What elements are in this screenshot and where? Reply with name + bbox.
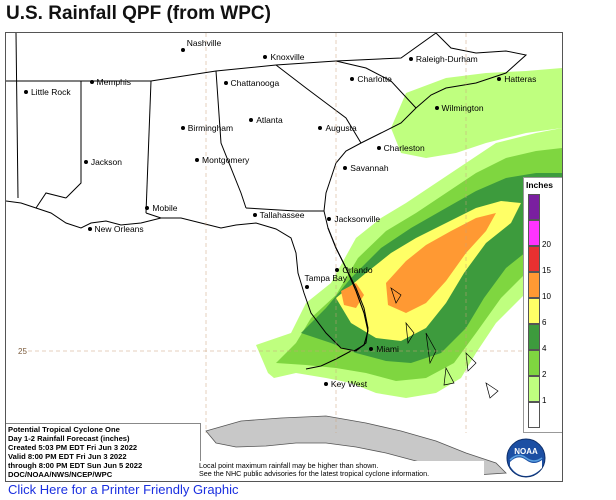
legend-tick-label: 1 (542, 396, 547, 405)
city-marker (223, 81, 228, 86)
info-line: Day 1-2 Rainfall Forecast (inches) (8, 434, 130, 443)
city-marker (180, 125, 185, 130)
city-marker (89, 79, 94, 84)
legend-swatch-none (528, 402, 540, 428)
city-label: Raleigh-Durham (415, 53, 478, 64)
legend-tick-label: 6 (542, 318, 547, 327)
city-label: Chattanooga (230, 78, 280, 89)
latitude-label: 25 (18, 347, 27, 356)
legend-swatch (528, 220, 540, 246)
city-marker (335, 267, 340, 272)
city-marker (434, 105, 439, 110)
legend-title: Inches (526, 180, 553, 190)
note-box: Local point maximum rainfall may be high… (196, 461, 484, 481)
city-marker (263, 55, 268, 60)
city-label: Jackson (90, 157, 123, 168)
rainfall-map: Nashville Knoxville Raleigh-Durham Little R… (5, 32, 563, 482)
city-label: Birmingham (187, 122, 234, 133)
city-marker (145, 205, 150, 210)
legend-tick-label: 2 (542, 370, 547, 379)
city-marker (408, 56, 413, 61)
info-line: through 8:00 PM EDT Sun Jun 5 2022 (8, 461, 143, 470)
city-label: Nashville (186, 38, 222, 49)
city-marker (376, 146, 381, 151)
florida-outline (327, 227, 369, 352)
city-label: Charleston (383, 143, 425, 154)
legend-tick-label: 4 (542, 344, 547, 353)
city-label: Hatteras (504, 73, 537, 84)
legend-tick-label: 20 (542, 240, 551, 249)
city-marker (23, 89, 28, 94)
city-label: New Orleans (94, 224, 144, 235)
city-label: Wilmington (441, 102, 484, 113)
city-label: Miami (376, 344, 399, 355)
rain-contour-1in (391, 68, 562, 158)
city-label: Tampa Bay (304, 272, 348, 283)
florida-keys (305, 350, 352, 370)
legend-swatch (528, 324, 540, 350)
legend-swatch (528, 194, 540, 220)
city-label: Jacksonville (334, 213, 381, 224)
city-marker (249, 118, 254, 123)
city-marker (180, 48, 185, 53)
longitude-lines (205, 33, 467, 433)
page-title: U.S. Rainfall QPF (from WPC) (6, 3, 271, 24)
city-marker (83, 160, 88, 165)
printer-friendly-link[interactable]: Click Here for a Printer Friendly Graphi… (8, 482, 239, 497)
note-line: See the NHC public advisories for the la… (199, 469, 430, 479)
city-label: Savannah (350, 163, 389, 174)
city-marker (350, 76, 355, 81)
city-label: Augusta (325, 123, 357, 134)
city-marker (318, 126, 323, 131)
city-marker (497, 76, 502, 81)
city-label: Charlotte (357, 73, 392, 84)
legend-swatch (528, 350, 540, 376)
city-marker (327, 216, 332, 221)
rain-contour-10in (386, 213, 496, 313)
city-marker (252, 213, 257, 218)
city-marker (343, 166, 348, 171)
note-line: Local point maximum rainfall may be high… (199, 461, 379, 470)
city-label: Atlanta (256, 115, 283, 126)
city-marker (87, 227, 92, 232)
noaa-logo-icon: NOAA (506, 438, 546, 478)
legend-swatch (528, 246, 540, 272)
info-line: Created 5:03 PM EDT Fri Jun 3 2022 (8, 443, 138, 452)
city-marker (304, 284, 309, 289)
legend-swatch (528, 272, 540, 298)
info-line: Valid 8:00 PM EDT Fri Jun 3 2022 (8, 452, 127, 461)
city-label: Tallahassee (259, 210, 305, 221)
forecast-info-box: Potential Tropical Cyclone One Day 1-2 R… (6, 423, 201, 481)
legend-swatch (528, 298, 540, 324)
info-line: Potential Tropical Cyclone One (8, 425, 120, 434)
city-marker (369, 347, 374, 352)
bahamas-islands (390, 287, 499, 399)
city-label: Key West (330, 379, 368, 389)
map-base (6, 33, 562, 476)
rainfall-shading (256, 68, 562, 398)
city-label: Little Rock (30, 86, 71, 97)
city-label: Orlando (342, 264, 373, 275)
noaa-logo-text: NOAA (514, 447, 538, 456)
info-line: DOC/NOAA/NWS/NCEP/WPC (8, 470, 113, 479)
legend-tick-label: 15 (542, 266, 551, 275)
legend-swatch (528, 376, 540, 402)
legend-tick-label: 10 (542, 292, 551, 301)
city-label: Montgomery (202, 155, 250, 166)
city-marker (195, 158, 200, 163)
rain-contour-10in (341, 283, 364, 308)
city-label: Mobile (152, 202, 178, 213)
city-label: Memphis (96, 76, 132, 87)
city-label: Knoxville (270, 52, 305, 63)
rainfall-legend: Inches 20 15 10 6 4 2 1 (523, 177, 562, 433)
city-marker (323, 382, 328, 386)
